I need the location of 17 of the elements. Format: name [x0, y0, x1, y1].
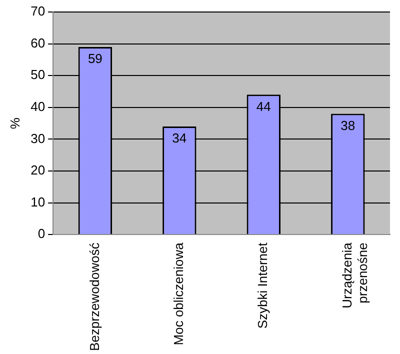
y-tick-label: 20 — [30, 162, 46, 178]
data-label: 38 — [340, 118, 356, 133]
y-tick-label: 60 — [30, 35, 46, 50]
x-tick-label: Urządzenia przenośne — [339, 242, 370, 308]
y-axis-title: % — [7, 117, 22, 130]
y-tick-label: 10 — [30, 194, 46, 210]
y-tick-label: 30 — [30, 130, 46, 146]
y-tick-label: 50 — [30, 67, 46, 82]
x-tick-label: Bezprzewodowość — [86, 242, 102, 352]
data-label: 44 — [256, 98, 271, 114]
data-label: 34 — [172, 130, 187, 146]
data-label: 59 — [88, 51, 102, 66]
y-tick-label: 70 — [30, 4, 46, 19]
x-tick-label: Moc obliczeniowa — [170, 242, 186, 346]
y-tick-label: 0 — [38, 226, 46, 242]
x-tick-label: Szybki Internet — [255, 242, 270, 329]
y-tick-label: 40 — [30, 98, 46, 114]
